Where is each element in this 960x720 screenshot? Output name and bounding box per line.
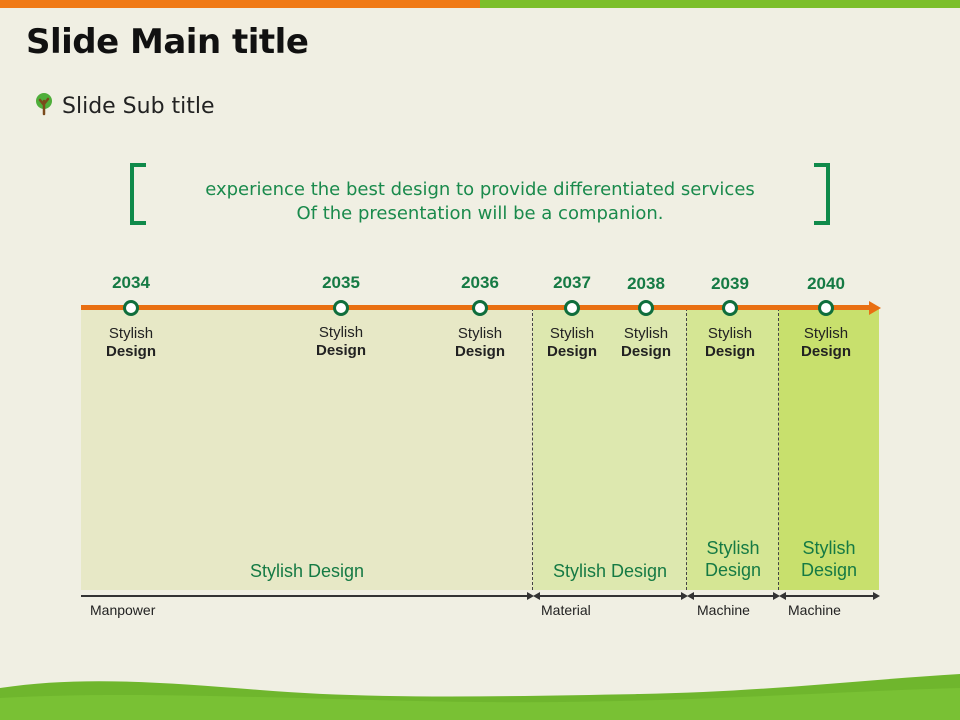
top-bar-orange [0,0,480,8]
zone-manpower [81,308,533,590]
milestone-label-bold: Design [454,343,505,360]
range-label: Machine [697,602,750,618]
zone-material [533,308,687,590]
zone-divider [778,308,779,590]
zone-machine-2 [779,308,879,590]
milestone-year: 2037 [553,273,591,292]
page-subtitle: Slide Sub title [62,93,215,119]
range-arrow-material [535,595,685,597]
range-arrow-manpower [81,595,531,597]
subtitle-row: Slide Sub title [34,92,215,120]
milestone-year: 2038 [627,274,665,293]
bottom-grass-wave [0,674,960,720]
milestone-year: 2039 [711,274,749,293]
milestone-node [564,300,580,316]
milestone-year: 2036 [461,273,499,292]
milestone-label: Stylish [707,325,753,342]
timeline-arrowhead [869,301,881,315]
zone-divider [532,308,533,590]
zone-label: Design [800,560,858,580]
zone-divider [686,308,687,590]
milestone-label: Stylish [108,325,154,342]
milestone-year: 2035 [322,273,360,292]
milestone-label-bold: Design [105,343,156,360]
quote-bracket-right [814,163,830,225]
zone-label: Design [704,560,762,580]
milestone-label: Stylish [549,325,595,342]
arrowhead-right [681,592,688,600]
top-bar-green [480,0,960,8]
arrowhead-right [527,592,534,600]
milestone-node [638,300,654,316]
range-arrow-machine-1 [689,595,777,597]
arrowhead-right [873,592,880,600]
milestone-node [472,300,488,316]
zone-machine-1 [687,308,779,590]
range-label: Machine [788,602,841,618]
milestone-label: Stylish [623,325,669,342]
milestone-label-bold: Design [315,342,366,359]
zone-label: Stylish [706,538,760,558]
range-arrow-machine-2 [781,595,877,597]
milestone-label-bold: Design [546,343,597,360]
quote-bracket-left [130,163,146,225]
milestone-node [722,300,738,316]
zone-label: Stylish Design [552,561,668,581]
milestone-year: 2034 [112,273,150,292]
quote-line-1: experience the best design to provide di… [205,179,755,200]
range-label: Manpower [90,602,156,618]
milestone-node [818,300,834,316]
quote-line-2: Of the presentation will be a companion. [296,203,664,224]
milestone-node [123,300,139,316]
page-title: Slide Main title [26,22,309,62]
arrowhead-right [773,592,780,600]
milestone-label: Stylish [803,325,849,342]
milestone-label-bold: Design [704,343,755,360]
milestone-label: Stylish [318,324,364,341]
milestone-label: Stylish [457,325,503,342]
milestone-node [333,300,349,316]
milestone-year: 2040 [807,274,845,293]
milestone-label-bold: Design [800,343,851,360]
tree-icon [34,92,54,120]
range-label: Material [541,602,591,618]
milestone-label-bold: Design [620,343,671,360]
zone-label: Stylish [802,538,856,558]
zone-label: Stylish Design [249,561,365,581]
